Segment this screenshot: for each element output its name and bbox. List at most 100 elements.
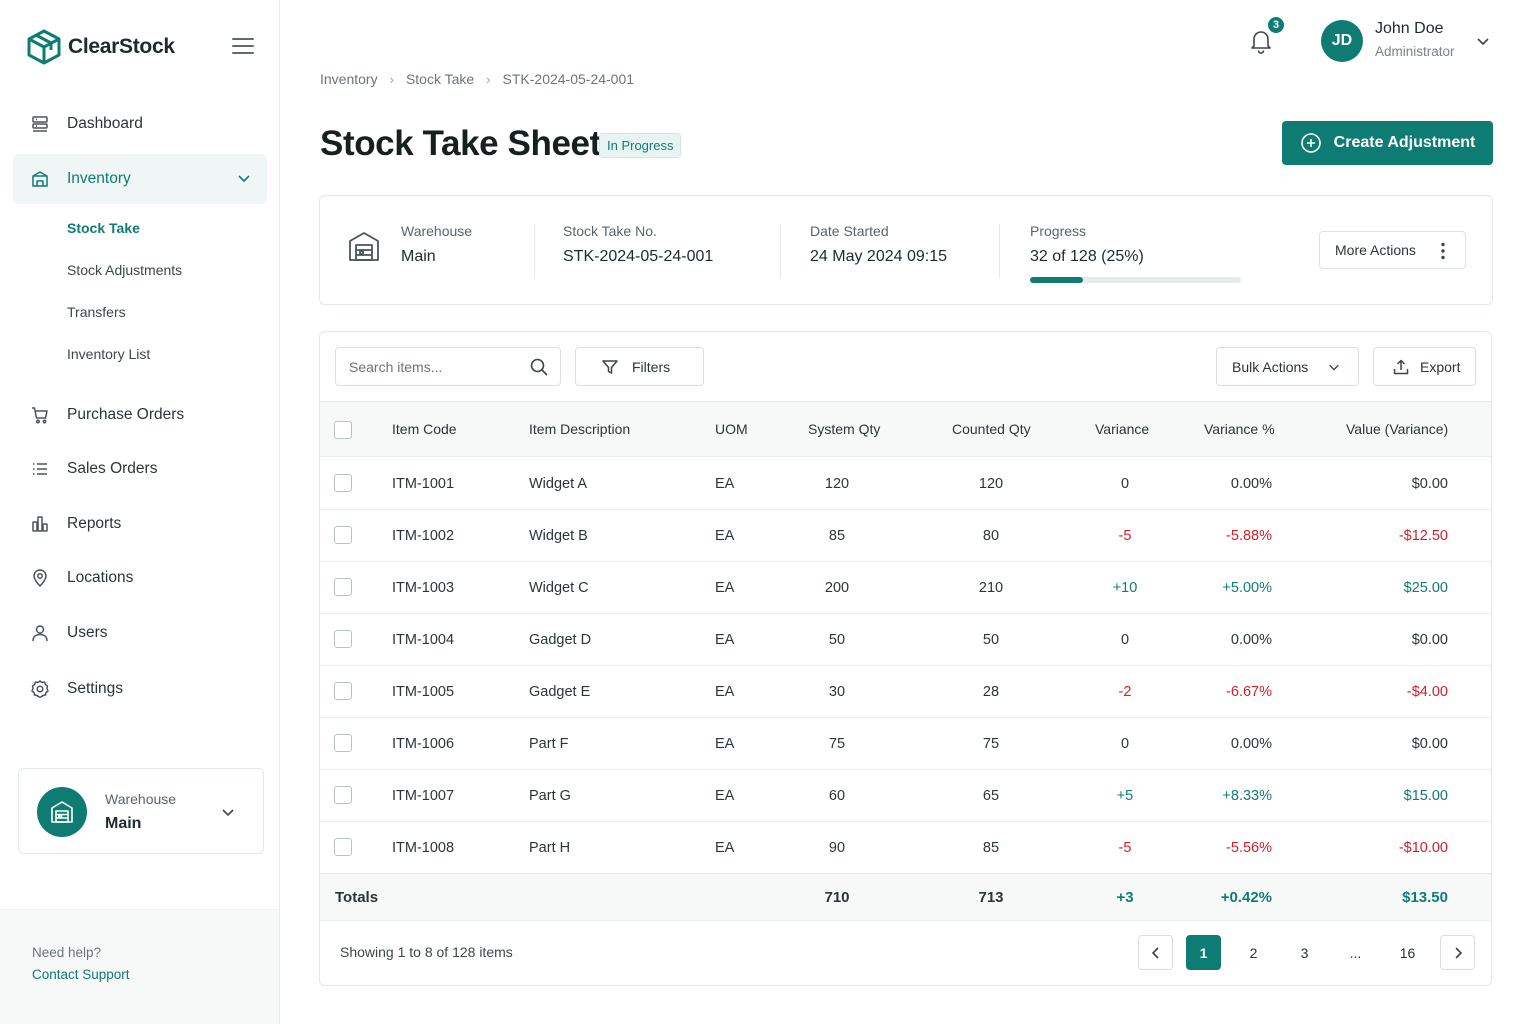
sidebar-item-inventory[interactable]: Inventory bbox=[13, 154, 267, 204]
system-qty: 60 bbox=[828, 787, 846, 804]
page-2-button[interactable]: 2 bbox=[1249, 944, 1258, 961]
more-actions-button[interactable]: More Actions bbox=[1319, 231, 1466, 269]
create-adjustment-button[interactable]: Create Adjustment bbox=[1282, 121, 1493, 165]
menu-toggle-icon[interactable] bbox=[232, 38, 254, 56]
page-3-button[interactable]: 3 bbox=[1300, 944, 1309, 961]
export-label: Export bbox=[1420, 358, 1461, 375]
contact-support-link[interactable]: Contact Support bbox=[32, 967, 130, 982]
table-row[interactable]: ITM-1001 Widget A EA 120 120 0 0.00% $0.00 bbox=[320, 458, 1491, 510]
table-row[interactable]: ITM-1007 Part G EA 60 65 +5 +8.33% $15.00 bbox=[320, 770, 1491, 822]
counted-qty[interactable]: 75 bbox=[982, 735, 1000, 752]
next-page-button[interactable] bbox=[1440, 935, 1475, 970]
table-row[interactable]: ITM-1006 Part F EA 75 75 0 0.00% $0.00 bbox=[320, 718, 1491, 770]
value-variance: $0.00 bbox=[1411, 475, 1448, 492]
item-code: ITM-1003 bbox=[392, 579, 455, 596]
variance-pct: 0.00% bbox=[1230, 735, 1272, 752]
row-checkbox[interactable] bbox=[334, 526, 352, 544]
item-code: ITM-1008 bbox=[392, 839, 455, 856]
sidebar-item-locations[interactable]: Locations bbox=[13, 553, 267, 603]
sidebar-item-label: Purchase Orders bbox=[67, 406, 185, 423]
counted-qty[interactable]: 50 bbox=[982, 631, 1000, 648]
counted-qty[interactable]: 65 bbox=[982, 787, 1000, 804]
item-uom: EA bbox=[715, 683, 735, 700]
column-header-variance-pct[interactable]: Variance % bbox=[1204, 421, 1275, 437]
list-icon bbox=[33, 463, 47, 475]
column-header-system-qty[interactable]: System Qty bbox=[808, 421, 881, 437]
page-1-button[interactable]: 1 bbox=[1186, 935, 1221, 970]
column-header-item-description[interactable]: Item Description bbox=[529, 421, 631, 437]
breadcrumb-inventory[interactable]: Inventory bbox=[320, 71, 378, 87]
logo-icon bbox=[27, 29, 61, 65]
breadcrumb-stock-take[interactable]: Stock Take bbox=[405, 71, 475, 87]
chevron-down-icon bbox=[222, 809, 234, 817]
row-checkbox[interactable] bbox=[334, 838, 352, 856]
warehouse-avatar bbox=[37, 787, 87, 837]
item-uom: EA bbox=[715, 475, 735, 492]
user-name: John Doe bbox=[1375, 20, 1444, 37]
sidebar: ClearStock Dashboard Inventory Stock Tak… bbox=[0, 0, 280, 1024]
user-role: Administrator bbox=[1375, 44, 1455, 59]
table-row[interactable]: ITM-1005 Gadget E EA 30 28 -2 -6.67% -$4.00 bbox=[320, 666, 1491, 718]
sidebar-item-label: Users bbox=[67, 624, 108, 641]
counted-qty[interactable]: 120 bbox=[978, 475, 1004, 492]
column-header-variance[interactable]: Variance bbox=[1095, 421, 1150, 437]
row-checkbox[interactable] bbox=[334, 630, 352, 648]
brand-name: ClearStock bbox=[68, 35, 175, 58]
brand[interactable]: ClearStock bbox=[26, 27, 175, 67]
table-row[interactable]: ITM-1002 Widget B EA 85 80 -5 -5.88% -$12.50 bbox=[320, 510, 1491, 562]
bell-icon[interactable] bbox=[1248, 28, 1274, 54]
search-input[interactable] bbox=[336, 348, 516, 385]
stock-take-number-value: STK-2024-05-24-001 bbox=[563, 248, 714, 265]
variance: +5 bbox=[1116, 787, 1134, 804]
column-header-uom[interactable]: UOM bbox=[715, 421, 748, 437]
sidebar-subitem-stock-take[interactable]: Stock Take bbox=[67, 220, 140, 236]
sidebar-item-settings[interactable]: Settings bbox=[13, 664, 267, 714]
bulk-actions-dropdown[interactable]: Bulk Actions bbox=[1216, 347, 1359, 386]
export-button[interactable]: Export bbox=[1373, 347, 1476, 386]
table-row[interactable]: ITM-1008 Part H EA 90 85 -5 -5.56% -$10.00 bbox=[320, 822, 1491, 874]
row-checkbox[interactable] bbox=[334, 578, 352, 596]
row-checkbox[interactable] bbox=[334, 474, 352, 492]
row-checkbox[interactable] bbox=[334, 786, 352, 804]
avatar[interactable]: JD bbox=[1321, 20, 1363, 62]
column-header-item-code[interactable]: Item Code bbox=[392, 421, 457, 437]
counted-qty[interactable]: 210 bbox=[978, 579, 1004, 596]
sidebar-item-users[interactable]: Users bbox=[13, 608, 267, 658]
warehouse-value: Main bbox=[401, 248, 436, 265]
variance: 0 bbox=[1120, 475, 1130, 492]
search-icon[interactable] bbox=[529, 357, 549, 377]
sidebar-subitem-stock-adjustments[interactable]: Stock Adjustments bbox=[67, 262, 183, 278]
column-header-value-variance[interactable]: Value (Variance) bbox=[1346, 421, 1449, 437]
gear-icon bbox=[31, 680, 49, 698]
counted-qty[interactable]: 85 bbox=[982, 839, 1000, 856]
warehouse-selector[interactable]: Warehouse Main bbox=[18, 768, 264, 854]
sidebar-subitem-inventory-list[interactable]: Inventory List bbox=[67, 346, 151, 362]
divider bbox=[780, 224, 781, 278]
stock-take-table-card: Filters Bulk Actions Export Item Code It… bbox=[319, 331, 1492, 986]
table-row[interactable]: ITM-1003 Widget C EA 200 210 +10 +5.00% $25.00 bbox=[320, 562, 1491, 614]
row-checkbox[interactable] bbox=[334, 682, 352, 700]
stock-take-summary: Warehouse Main Stock Take No. STK-2024-0… bbox=[319, 195, 1493, 305]
sidebar-item-reports[interactable]: Reports bbox=[13, 499, 267, 549]
column-header-counted-qty[interactable]: Counted Qty bbox=[952, 421, 1031, 437]
filters-button[interactable]: Filters bbox=[575, 347, 704, 386]
date-started-value: 24 May 2024 09:15 bbox=[810, 248, 947, 265]
sidebar-item-sales-orders[interactable]: Sales Orders bbox=[13, 444, 267, 494]
counted-qty[interactable]: 80 bbox=[982, 527, 1000, 544]
value-variance: -$4.00 bbox=[1406, 683, 1448, 700]
table-row[interactable]: ITM-1004 Gadget D EA 50 50 0 0.00% $0.00 bbox=[320, 614, 1491, 666]
row-checkbox[interactable] bbox=[334, 734, 352, 752]
sidebar-item-purchase-orders[interactable]: Purchase Orders bbox=[13, 390, 267, 440]
prev-page-button[interactable] bbox=[1138, 935, 1173, 970]
system-qty: 30 bbox=[828, 683, 846, 700]
variance: 0 bbox=[1120, 631, 1130, 648]
system-qty: 50 bbox=[828, 631, 846, 648]
warehouse-label: Warehouse bbox=[401, 223, 473, 239]
page-16-button[interactable]: 16 bbox=[1399, 944, 1416, 961]
chevron-down-icon[interactable] bbox=[1476, 34, 1490, 48]
counted-qty[interactable]: 28 bbox=[982, 683, 1000, 700]
notification-badge: 3 bbox=[1266, 15, 1286, 35]
sidebar-subitem-transfers[interactable]: Transfers bbox=[67, 304, 126, 320]
sidebar-item-dashboard[interactable]: Dashboard bbox=[13, 99, 267, 149]
select-all-checkbox[interactable] bbox=[334, 421, 352, 439]
